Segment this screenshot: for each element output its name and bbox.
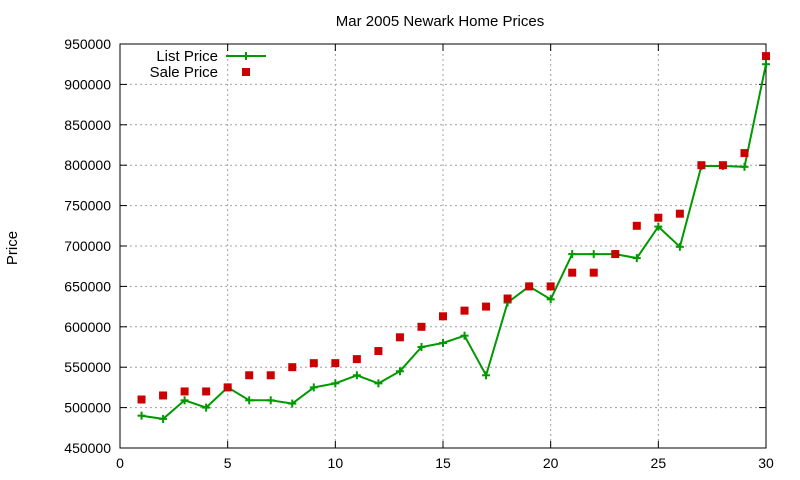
list-price-point bbox=[137, 411, 146, 420]
sale-price-point bbox=[309, 359, 318, 368]
y-tick-label: 750000 bbox=[64, 198, 111, 214]
sale-price-point bbox=[525, 282, 534, 291]
list-price-point bbox=[352, 371, 361, 380]
y-tick-label: 600000 bbox=[64, 319, 111, 335]
x-tick-label: 10 bbox=[328, 455, 344, 471]
x-tick-label: 5 bbox=[224, 455, 232, 471]
sale-price-point bbox=[654, 213, 663, 222]
sale-price-point bbox=[568, 268, 577, 277]
list-price-point bbox=[202, 403, 211, 412]
legend-label-sale-price: Sale Price bbox=[150, 64, 218, 81]
sale-price-point bbox=[374, 347, 383, 356]
list-price-point bbox=[654, 222, 663, 231]
series-layer bbox=[137, 52, 770, 423]
y-tick-label: 850000 bbox=[64, 117, 111, 133]
list-price-line bbox=[141, 63, 767, 420]
sale-price-point bbox=[697, 161, 706, 170]
x-tick-label: 20 bbox=[543, 455, 559, 471]
y-tick-label: 900000 bbox=[64, 76, 111, 92]
axis-tick-labels: 0 5 10 15 20 25 30 450000 500000 550000 600000 6500… bbox=[64, 36, 774, 471]
sale-price-point bbox=[159, 391, 168, 400]
sale-price-point bbox=[718, 161, 727, 170]
sale-price-point bbox=[632, 221, 641, 230]
sale-price-point bbox=[503, 294, 512, 303]
legend-marker-sale-price bbox=[242, 68, 250, 76]
legend-label-list-price: List Price bbox=[156, 48, 218, 65]
list-price-point bbox=[245, 396, 254, 405]
list-price-point bbox=[288, 399, 297, 408]
grid bbox=[120, 44, 766, 448]
sale-price-point bbox=[589, 268, 598, 277]
list-price-point bbox=[460, 331, 469, 340]
sale-price-point bbox=[180, 387, 189, 396]
list-price-point bbox=[632, 254, 641, 263]
sale-price-point bbox=[417, 322, 426, 331]
legend: List Price Sale Price bbox=[150, 48, 266, 81]
x-tick-label: 25 bbox=[651, 455, 667, 471]
sale-price-point bbox=[762, 52, 770, 61]
list-price-point bbox=[589, 250, 598, 259]
y-tick-label: 650000 bbox=[64, 278, 111, 294]
sale-price-point bbox=[460, 306, 469, 315]
sale-price-point bbox=[395, 333, 404, 342]
list-price-point bbox=[159, 414, 168, 423]
list-price-point bbox=[395, 367, 404, 376]
list-price-point bbox=[546, 295, 555, 304]
list-price-point bbox=[331, 379, 340, 388]
list-price-point bbox=[762, 60, 770, 69]
y-tick-label: 450000 bbox=[64, 440, 111, 456]
list-price-point bbox=[675, 242, 684, 251]
y-tick-label: 500000 bbox=[64, 400, 111, 416]
sale-price-point bbox=[675, 209, 684, 218]
list-price-point bbox=[568, 250, 577, 259]
sale-price-point bbox=[439, 312, 447, 321]
list-price-point bbox=[374, 379, 383, 388]
x-tick-label: 30 bbox=[758, 455, 774, 471]
list-price-point bbox=[180, 396, 189, 405]
list-price-point bbox=[439, 338, 447, 347]
sale-price-point bbox=[245, 371, 254, 380]
sale-price-point bbox=[740, 149, 749, 158]
y-tick-label: 700000 bbox=[64, 238, 111, 254]
sale-price-point bbox=[482, 302, 491, 311]
legend-swatch-list-price bbox=[226, 52, 266, 60]
list-price-point bbox=[482, 371, 491, 380]
axis-ticks bbox=[119, 43, 767, 449]
list-price-point bbox=[417, 343, 426, 351]
sale-price-point bbox=[611, 250, 620, 259]
sale-price-point bbox=[352, 355, 361, 364]
legend-marker-list-price bbox=[242, 52, 250, 60]
sale-price-point bbox=[266, 371, 275, 380]
list-price-point bbox=[740, 162, 749, 171]
chart-title: Mar 2005 Newark Home Prices bbox=[336, 13, 544, 30]
y-tick-label: 800000 bbox=[64, 157, 111, 173]
list-price-point bbox=[309, 383, 318, 392]
sale-price-point bbox=[546, 282, 555, 291]
y-axis-label: Price bbox=[4, 231, 21, 265]
x-tick-label: 0 bbox=[116, 455, 124, 471]
sale-price-point bbox=[202, 387, 211, 396]
sale-price-point bbox=[288, 363, 297, 372]
x-tick-label: 15 bbox=[435, 455, 451, 471]
y-tick-label: 550000 bbox=[64, 359, 111, 375]
sale-price-point bbox=[331, 359, 340, 368]
list-price-point bbox=[266, 396, 275, 405]
sale-price-point bbox=[223, 383, 232, 392]
y-tick-label: 950000 bbox=[64, 36, 111, 52]
sale-price-point bbox=[137, 395, 146, 404]
legend-swatch-sale-price bbox=[242, 68, 250, 76]
